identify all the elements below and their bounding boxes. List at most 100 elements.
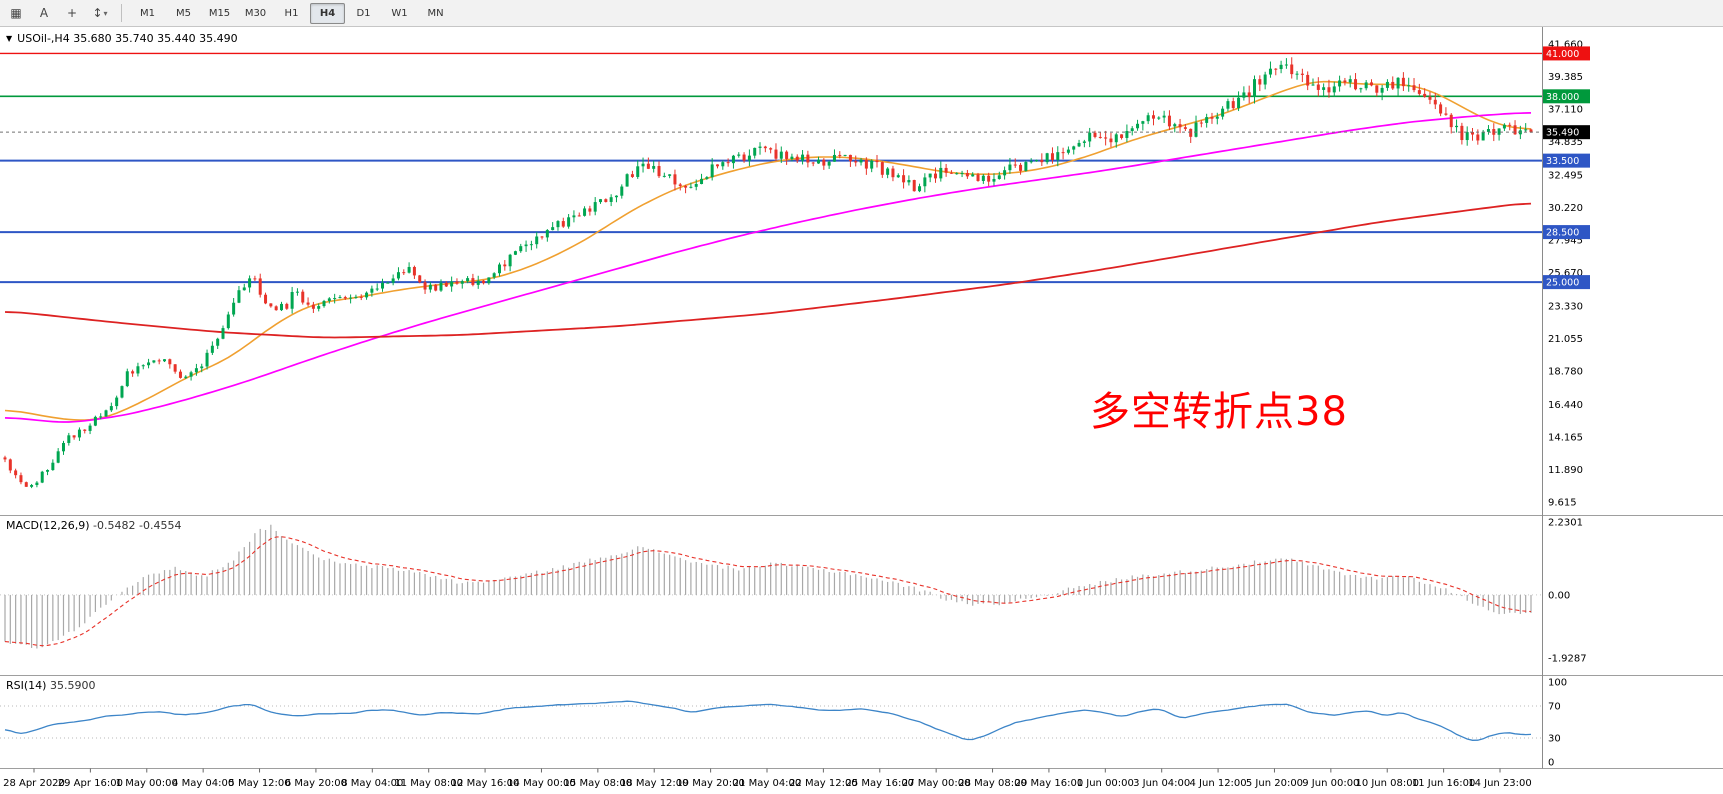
svg-text:70: 70 (1548, 702, 1561, 713)
svg-text:11 Jun 16:00: 11 Jun 16:00 (1412, 778, 1476, 789)
macd-signal-line (4, 536, 1532, 647)
svg-text:14 May 00:00: 14 May 00:00 (507, 778, 576, 789)
macd-indicator (0, 524, 1542, 649)
panel-frame (0, 27, 1723, 769)
svg-text:28 Apr 2020: 28 Apr 2020 (3, 778, 65, 789)
rsi-axis-labels: 100 70 30 0 (1548, 678, 1567, 769)
svg-text:33.500: 33.500 (1546, 156, 1579, 167)
svg-text:8 May 04:00: 8 May 04:00 (341, 778, 403, 789)
tool-indicators-button[interactable]: ↕ ▾ (87, 2, 113, 25)
svg-text:22 May 12:00: 22 May 12:00 (789, 778, 858, 789)
svg-text:28.500: 28.500 (1546, 228, 1579, 239)
current-price-line: 35.490 (0, 125, 1590, 140)
rsi-label: RSI(14) 35.5900 (6, 679, 95, 692)
timeframe-mn-button[interactable]: MN (427, 7, 444, 19)
tool-charts-grid-button[interactable]: ▦ (3, 2, 29, 25)
tool-crosshair-button[interactable]: + (59, 2, 85, 25)
svg-text:14 Jun 23:00: 14 Jun 23:00 (1468, 778, 1532, 789)
svg-text:18.780: 18.780 (1548, 367, 1583, 378)
svg-text:5 Jun 20:00: 5 Jun 20:00 (1246, 778, 1303, 789)
svg-text:25.000: 25.000 (1546, 278, 1579, 289)
svg-text:16.440: 16.440 (1548, 400, 1583, 411)
ma-mid-line (4, 112, 1532, 423)
timeframe-m5-button[interactable]: M5 (176, 7, 191, 19)
svg-text:12 May 16:00: 12 May 16:00 (451, 778, 520, 789)
svg-text:18 May 12:00: 18 May 12:00 (620, 778, 689, 789)
price-axis-labels: 41.660 39.385 37.110 34.835 32.495 30.220 27.9… (1548, 40, 1583, 509)
hline-38.000[interactable]: 38.000 (0, 89, 1590, 104)
macd-signal-value: -0.4554 (139, 519, 182, 532)
svg-text:11.890: 11.890 (1548, 465, 1583, 476)
rsi-indicator (0, 700, 1542, 741)
svg-text:5 May 12:00: 5 May 12:00 (228, 778, 290, 789)
svg-text:30.220: 30.220 (1548, 203, 1583, 214)
toolbar: ▦ A + ↕ ▾ M1 M5 M15 M30 H1 H4 D1 W1 MN (0, 0, 1723, 27)
timeframe-m15-button[interactable]: M15 (208, 7, 231, 19)
text-label-icon: A (39, 6, 49, 20)
hline-33.500[interactable]: 33.500 (0, 153, 1590, 168)
svg-text:4 May 04:00: 4 May 04:00 (172, 778, 234, 789)
chart-window[interactable]: 41.660 39.385 37.110 34.835 32.495 30.220 27.9… (0, 27, 1723, 794)
tool-text-label-button[interactable]: A (31, 2, 57, 25)
candles-layer (3, 57, 1533, 489)
chart-title-text: USOil-,H4 35.680 35.740 35.440 35.490 (17, 32, 238, 45)
svg-text:30: 30 (1548, 734, 1561, 745)
chart-menu-icon[interactable]: ▼ (6, 34, 13, 43)
indicators-icon: ↕ (92, 6, 103, 20)
rsi-line (4, 700, 1532, 741)
svg-text:23.330: 23.330 (1548, 301, 1583, 312)
svg-text:25.670: 25.670 (1548, 268, 1583, 279)
ma-fast-line (4, 80, 1532, 421)
chart-annotation: 多空转折点38 (1090, 389, 1348, 435)
svg-text:11 May 08:00: 11 May 08:00 (394, 778, 463, 789)
hline-28.500[interactable]: 28.500 (0, 225, 1590, 240)
charts-grid-icon: ▦ (10, 6, 22, 20)
svg-text:21.055: 21.055 (1548, 334, 1583, 345)
svg-text:37.110: 37.110 (1548, 105, 1583, 116)
timeframe-m1-button[interactable]: M1 (140, 7, 155, 19)
svg-text:1 Jun 00:00: 1 Jun 00:00 (1077, 778, 1134, 789)
hline-25.000[interactable]: 25.000 (0, 275, 1590, 290)
svg-text:27.945: 27.945 (1548, 236, 1583, 247)
toolbar-separator (121, 4, 122, 22)
timeframe-w1-button[interactable]: W1 (391, 7, 408, 19)
svg-text:9 Jun 00:00: 9 Jun 00:00 (1302, 778, 1359, 789)
svg-text:2.2301: 2.2301 (1548, 518, 1583, 529)
svg-text:9.615: 9.615 (1548, 498, 1577, 509)
timeframe-button-group: M1 M5 M15 M30 H1 H4 D1 W1 MN (130, 2, 453, 24)
svg-text:32.495: 32.495 (1548, 170, 1583, 181)
timeframe-h1-button[interactable]: H1 (284, 7, 299, 19)
svg-text:0.00: 0.00 (1548, 590, 1570, 601)
crosshair-icon: + (66, 6, 78, 20)
svg-text:6 May 20:00: 6 May 20:00 (285, 778, 347, 789)
rsi-value: 35.5900 (49, 679, 96, 692)
svg-text:27 May 00:00: 27 May 00:00 (902, 778, 971, 789)
svg-text:29 Apr 16:00: 29 Apr 16:00 (58, 778, 123, 789)
macd-axis-labels: 2.2301 0.00 -1.9287 (1548, 518, 1587, 665)
macd-name: MACD(12,26,9) (6, 519, 90, 532)
svg-text:15 May 08:00: 15 May 08:00 (564, 778, 633, 789)
svg-text:1 May 00:00: 1 May 00:00 (116, 778, 178, 789)
timeframe-d1-button[interactable]: D1 (356, 7, 371, 19)
svg-text:4 Jun 12:00: 4 Jun 12:00 (1189, 778, 1246, 789)
timeframe-m30-button[interactable]: M30 (244, 7, 267, 19)
hline-41.000[interactable]: 41.000 (0, 46, 1590, 61)
svg-text:21 May 04:00: 21 May 04:00 (733, 778, 802, 789)
chart-title: ▼ USOil-,H4 35.680 35.740 35.440 35.490 (6, 32, 238, 45)
svg-text:29 May 16:00: 29 May 16:00 (1015, 778, 1084, 789)
svg-text:3 Jun 04:00: 3 Jun 04:00 (1133, 778, 1190, 789)
svg-text:38.000: 38.000 (1546, 92, 1579, 103)
timeframe-h4-button[interactable]: H4 (310, 2, 345, 24)
ma-slow-line (4, 202, 1532, 339)
svg-text:100: 100 (1548, 678, 1567, 689)
svg-text:0: 0 (1548, 758, 1554, 769)
macd-main-value: -0.5482 (93, 519, 136, 532)
macd-label: MACD(12,26,9) -0.5482 -0.4554 (6, 519, 181, 532)
svg-text:19 May 20:00: 19 May 20:00 (676, 778, 745, 789)
svg-text:35.490: 35.490 (1546, 128, 1579, 139)
svg-text:28 May 08:00: 28 May 08:00 (958, 778, 1027, 789)
svg-text:10 Jun 08:00: 10 Jun 08:00 (1355, 778, 1419, 789)
chart-canvas[interactable]: 41.660 39.385 37.110 34.835 32.495 30.220 27.9… (0, 27, 1723, 794)
